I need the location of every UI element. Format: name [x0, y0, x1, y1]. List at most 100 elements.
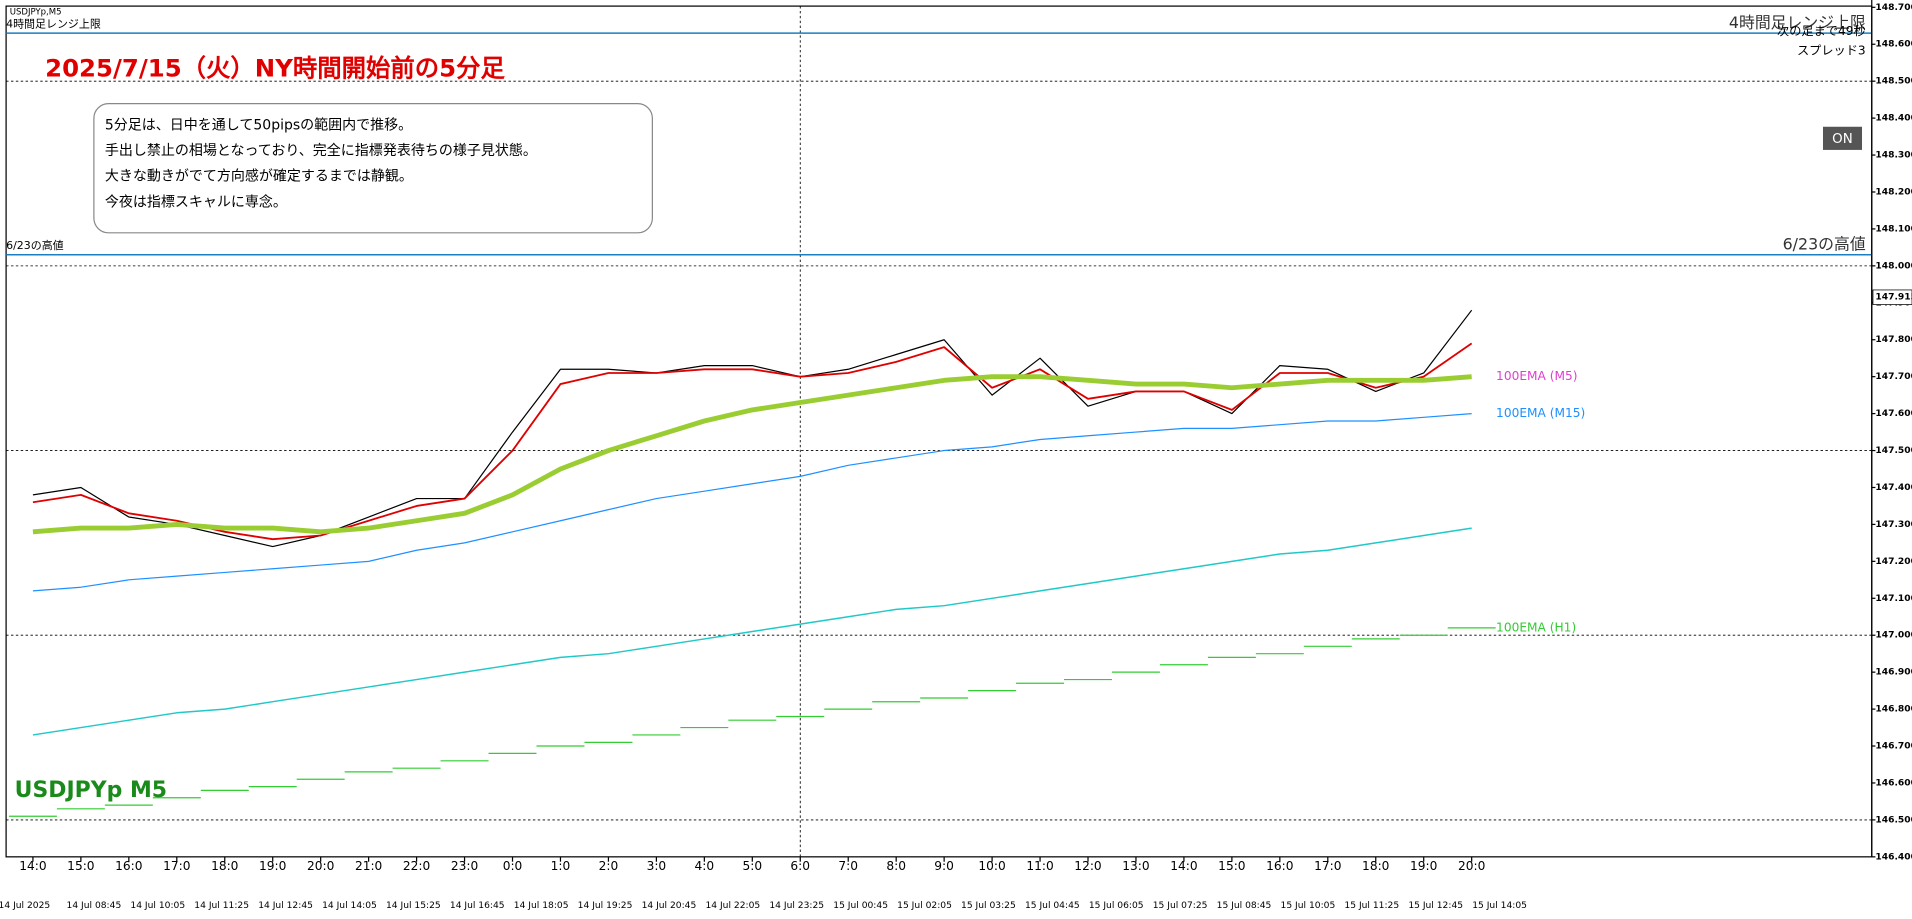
price-axis: [1872, 0, 1912, 919]
date-label: 15 Jul 10:05: [1281, 901, 1336, 911]
x-tick-label: 2:0: [599, 859, 619, 873]
y-tick-label: 146.700: [1875, 742, 1912, 752]
date-label: 14 Jul 16:45: [450, 901, 505, 911]
level-label: 4時間足レンジ上限: [6, 18, 101, 31]
date-label: 14 Jul 10:05: [130, 901, 185, 911]
x-tick-label: 4:0: [695, 859, 715, 873]
date-label: 14 Jul 08:45: [67, 901, 122, 911]
series-line: [32, 527, 1472, 736]
y-tick-label: 147.600: [1875, 409, 1912, 419]
y-tick-label: 148.000: [1875, 261, 1912, 271]
y-tick-label: 148.700: [1875, 3, 1912, 13]
date-label: 15 Jul 07:25: [1153, 901, 1208, 911]
date-label: 14 Jul 11:25: [194, 901, 249, 911]
y-tick-label: 147.100: [1875, 594, 1912, 604]
note-line: 今夜は指標スキャルに専念。: [105, 193, 287, 210]
date-label: 14 Jul 14:05: [322, 901, 377, 911]
y-tick-label: 147.000: [1875, 631, 1912, 641]
countdown: 次の足まで49秒: [1777, 24, 1866, 38]
note-line: 大きな動きがでて方向感が確定するまでは静観。: [105, 168, 413, 185]
x-tick-label: 18:0: [1362, 859, 1389, 873]
x-tick-label: 21:0: [355, 859, 382, 873]
series-line: [32, 374, 1472, 535]
date-label: 15 Jul 04:45: [1025, 901, 1080, 911]
level-label: 6/23の高値: [1783, 235, 1866, 254]
x-tick-label: 22:0: [403, 859, 430, 873]
y-tick-label: 148.100: [1875, 224, 1912, 234]
y-tick-label: 146.900: [1875, 668, 1912, 678]
current-price-label: 147.915: [1875, 293, 1912, 303]
x-tick-label: 20:0: [1458, 859, 1485, 873]
x-tick-label: 19:0: [259, 859, 286, 873]
y-tick-label: 147.700: [1875, 372, 1912, 382]
y-tick-label: 147.400: [1875, 483, 1912, 493]
y-tick-label: 147.500: [1875, 446, 1912, 456]
x-tick-label: 15:0: [1218, 859, 1245, 873]
date-label: 14 Jul 12:45: [258, 901, 313, 911]
note-line: 手出し禁止の相場となっており、完全に指標発表待ちの様子見状態。: [105, 142, 537, 159]
x-tick-label: 3:0: [647, 859, 667, 873]
x-tick-label: 0:0: [503, 859, 523, 873]
note-box: [93, 102, 653, 234]
spread: スプレッド3: [1797, 44, 1866, 58]
x-tick-label: 19:0: [1410, 859, 1437, 873]
series-line: [32, 413, 1472, 592]
y-tick-label: 146.600: [1875, 778, 1912, 788]
y-tick-label: 146.500: [1875, 815, 1912, 825]
y-tick-label: 147.800: [1875, 335, 1912, 345]
x-tick-label: 18:0: [211, 859, 238, 873]
date-label: 15 Jul 03:25: [961, 901, 1016, 911]
y-tick-label: 148.600: [1875, 40, 1912, 50]
x-tick-label: 14:0: [19, 859, 46, 873]
x-tick-label: 11:0: [1026, 859, 1053, 873]
x-tick-label: 7:0: [838, 859, 858, 873]
x-tick-label: 13:0: [1122, 859, 1149, 873]
y-tick-label: 148.200: [1875, 187, 1912, 197]
y-tick-label: 148.300: [1875, 151, 1912, 161]
on-button-bg[interactable]: [1822, 126, 1863, 150]
x-tick-label: 20:0: [307, 859, 334, 873]
note-line: 5分足は、日中を通して50pipsの範囲内で推移。: [105, 117, 412, 134]
x-tick-label: 10:0: [978, 859, 1005, 873]
x-tick-label: 12:0: [1074, 859, 1101, 873]
y-tick-label: 146.400: [1875, 852, 1912, 862]
date-label: 15 Jul 14:05: [1472, 901, 1527, 911]
date-label: 15 Jul 12:45: [1408, 901, 1463, 911]
x-tick-label: 5:0: [742, 859, 762, 873]
x-tick-label: 16:0: [1266, 859, 1293, 873]
date-label: 14 Jul 23:25: [769, 901, 824, 911]
date-label: 15 Jul 08:45: [1217, 901, 1272, 911]
chart-label: USDJPYp M5: [15, 778, 167, 803]
series-label: 100EMA (M15): [1496, 406, 1585, 420]
current-price-box: [1872, 289, 1912, 305]
date-label: 15 Jul 11:25: [1344, 901, 1399, 911]
y-tick-label: 148.500: [1875, 77, 1912, 87]
x-tick-label: 16:0: [115, 859, 142, 873]
series-label: 100EMA (H1): [1496, 620, 1576, 634]
date-label: 14 Jul 2025: [0, 901, 50, 911]
date-label: 14 Jul 19:25: [578, 901, 633, 911]
series-line: [32, 309, 1473, 548]
on-button[interactable]: ON: [1832, 132, 1853, 147]
symbol-label: USDJPYp,M5: [10, 8, 62, 18]
x-tick-label: 6:0: [790, 859, 810, 873]
x-tick-label: 23:0: [451, 859, 478, 873]
date-label: 14 Jul 20:45: [642, 901, 697, 911]
x-tick-label: 17:0: [163, 859, 190, 873]
date-label: 15 Jul 02:05: [897, 901, 952, 911]
series-line: [32, 342, 1473, 541]
date-label: 14 Jul 22:05: [705, 901, 760, 911]
y-tick-label: 146.800: [1875, 705, 1912, 715]
date-label: 15 Jul 06:05: [1089, 901, 1144, 911]
level-label: 4時間足レンジ上限: [1729, 13, 1866, 32]
x-tick-label: 8:0: [886, 859, 906, 873]
y-tick-label: 148.400: [1875, 114, 1912, 124]
x-tick-label: 14:0: [1170, 859, 1197, 873]
y-tick-label: 147.300: [1875, 520, 1912, 530]
series-label: 100EMA (M5): [1496, 369, 1577, 383]
chart-title: 2025/7/15（火）NY時間開始前の5分足: [45, 53, 505, 82]
x-tick-label: 15:0: [67, 859, 94, 873]
date-label: 14 Jul 18:05: [514, 901, 569, 911]
